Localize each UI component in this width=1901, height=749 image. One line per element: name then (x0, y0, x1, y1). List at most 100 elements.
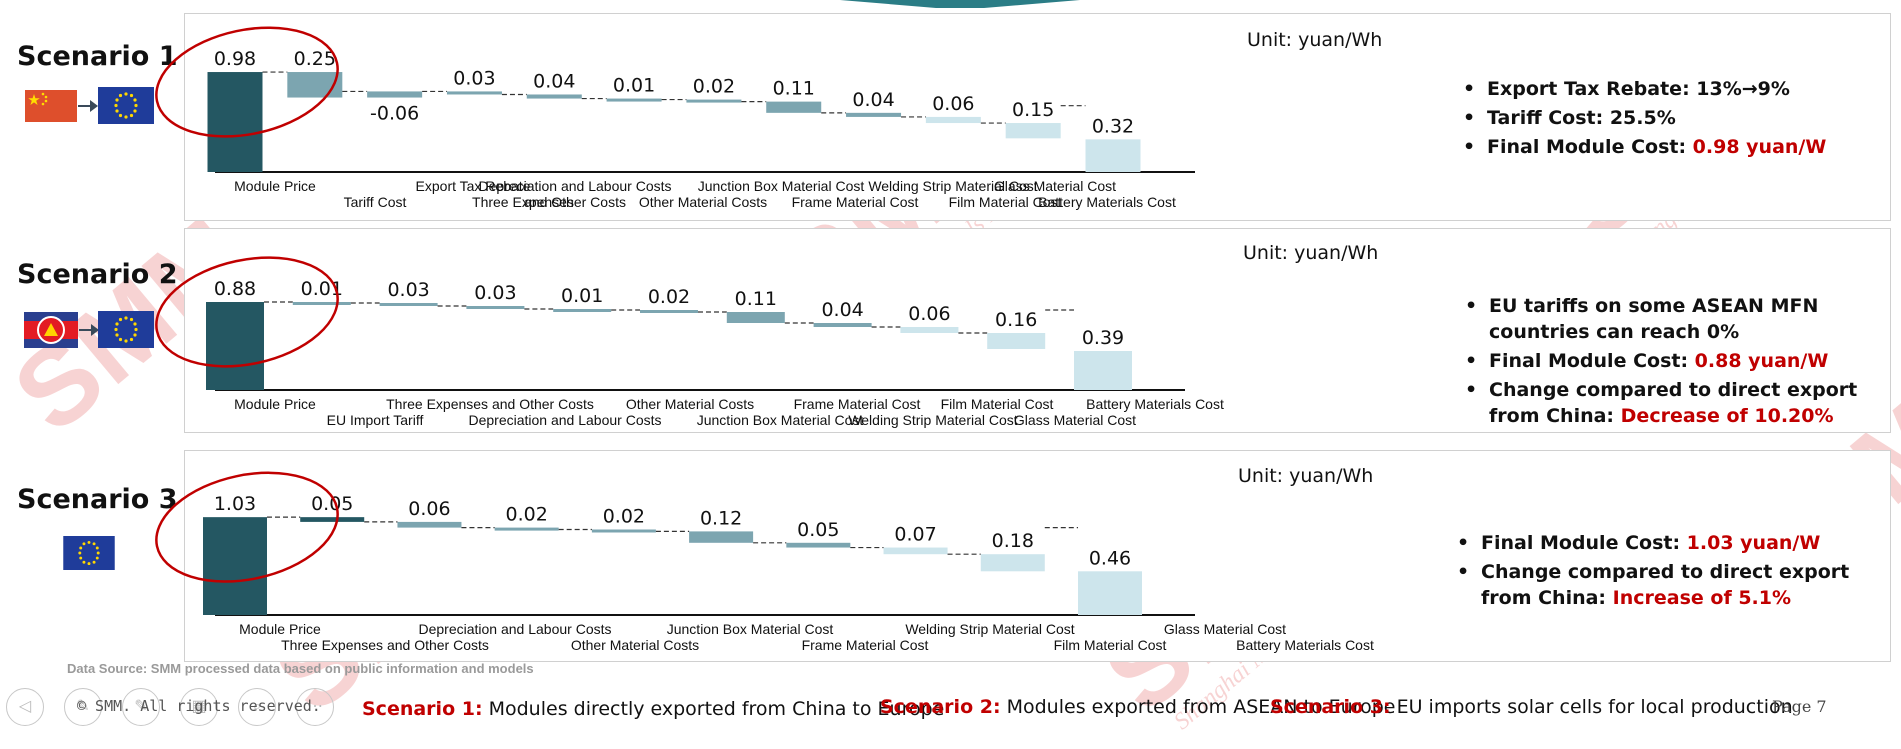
tick-label: Frame Material Cost (792, 194, 919, 210)
bar-11 (1005, 123, 1061, 139)
tick-label: Module Price (234, 178, 316, 194)
bar-10 (987, 333, 1046, 349)
note-item: Final Module Cost: 0.88 yuan/W (1463, 348, 1883, 374)
arrow-icon (78, 100, 98, 112)
eu-flag-icon (63, 536, 115, 570)
arrow-icon (79, 324, 99, 336)
data-label: -0.06 (370, 103, 419, 125)
bar-3 (367, 91, 423, 98)
eu-flag-icon (98, 87, 154, 124)
bar-10 (1078, 571, 1142, 615)
data-label: 0.05 (797, 519, 839, 541)
note-item: Final Module Cost: 1.03 yuan/W (1455, 530, 1875, 556)
bar-5 (553, 309, 612, 312)
unit-label: Unit: yuan/Wh (1243, 242, 1379, 264)
highlighter-icon[interactable]: ✎ (122, 688, 160, 726)
bar-3 (397, 521, 462, 528)
bar-8 (813, 323, 872, 327)
pen-icon[interactable]: ✎ (64, 688, 102, 726)
data-label: 0.01 (561, 285, 603, 307)
tick-label: Welding Strip Material Cost (848, 412, 1017, 428)
data-label: 0.98 (214, 48, 256, 70)
footer-scenario-1: Scenario 1: Modules directly exported fr… (362, 698, 945, 720)
data-label: 0.07 (894, 524, 936, 546)
scenario-3-panel: 1.03 0.05 0.06 0.02 0.02 0.12 0.05 0.07 0.18 0.46… (155, 450, 1891, 662)
bar-2 (300, 517, 365, 522)
data-label: 0.88 (214, 278, 256, 300)
tick-label: Frame Material Cost (794, 396, 921, 412)
data-label: 0.39 (1082, 327, 1124, 349)
note-item: EU tariffs on some ASEAN MFN countries c… (1463, 293, 1883, 345)
unit-label: Unit: yuan/Wh (1238, 465, 1374, 487)
footer-scenario-3: Scenario 3: EU imports solar cells for l… (1270, 696, 1793, 718)
china-flag-icon (25, 90, 77, 122)
data-label: 0.11 (773, 78, 815, 100)
data-label: 0.03 (453, 67, 495, 89)
data-label: 0.15 (1012, 99, 1054, 121)
bar-10 (925, 116, 981, 124)
bar-5 (591, 529, 656, 533)
tick-label: Battery Materials Cost (1236, 637, 1374, 653)
page-number: Page 7 (1772, 697, 1827, 716)
tick-label: Glass Material Cost (994, 178, 1116, 194)
bar-4 (446, 91, 502, 95)
bar-1 (203, 517, 267, 615)
tick-label: Glass Material Cost (1164, 621, 1286, 637)
tick-label: Welding Strip Material Cost (868, 178, 1037, 194)
unit-label: Unit: yuan/Wh (1247, 29, 1383, 51)
tick-label: Module Price (239, 621, 321, 637)
note-item: Final Module Cost: 0.98 yuan/W (1461, 134, 1881, 160)
note-item: Export Tax Rebate: 13%→9% (1461, 76, 1881, 102)
prev-slide-icon[interactable]: ◁ (6, 688, 44, 726)
tick-label: Tariff Cost (344, 194, 407, 210)
scenario-2-notes: EU tariffs on some ASEAN MFN countries c… (1463, 293, 1883, 432)
bar-3 (379, 303, 438, 306)
data-label: 0.16 (995, 309, 1037, 331)
bar-6 (689, 531, 754, 543)
data-label: 0.25 (294, 48, 336, 70)
data-label: 0.18 (992, 530, 1034, 552)
tick-label: Three Expenses and Other Costs (386, 396, 594, 412)
bar-2 (292, 302, 351, 305)
bar-9 (900, 327, 959, 333)
bar-1 (206, 302, 264, 390)
note-item: Change compared to direct export from Ch… (1455, 559, 1875, 611)
tick-label: Depreciation and Labour Costs (478, 178, 671, 194)
data-label: 0.06 (408, 498, 450, 520)
bar-6 (640, 310, 698, 313)
zoom-icon[interactable]: ⌕ (238, 688, 276, 726)
data-label: 0.02 (506, 504, 548, 526)
scenario-1-waterfall-chart: 0.98 0.25 -0.06 0.03 0.04 0.01 0.02 0.11 0.04 0.0… (155, 26, 1195, 210)
tick-label: Glass Material Cost (1014, 412, 1136, 428)
copyright-text: © SMM. All rights reserved. (77, 697, 321, 715)
asean-flag-icon (24, 312, 78, 348)
tick-label: Junction Box Material Cost (698, 178, 865, 194)
scenario-2-panel: 0.88 0.01 0.03 0.03 0.01 0.02 0.11 0.04 0.06 0.16… (155, 228, 1891, 433)
bar-9 (846, 112, 902, 117)
highlight-circle (155, 471, 339, 583)
more-options-icon[interactable]: ⋯ (296, 688, 334, 726)
grid-icon[interactable]: ▦ (180, 688, 218, 726)
highlight-circle (155, 26, 339, 138)
bar-1 (207, 72, 263, 172)
scenario-1-notes: Export Tax Rebate: 13%→9% Tariff Cost: 2… (1461, 76, 1881, 163)
note-item: Change compared to direct export from Ch… (1463, 377, 1883, 429)
data-label: 0.46 (1089, 547, 1131, 569)
data-label: 0.01 (613, 75, 655, 97)
tick-label: Battery Materials Cost (1038, 194, 1176, 210)
tick-label: Module Price (234, 396, 316, 412)
tick-label: and Other Costs (524, 194, 626, 210)
data-label: 0.11 (735, 288, 777, 310)
bar-6 (606, 98, 662, 102)
tick-label: Three Expenses and Other Costs (281, 637, 489, 653)
tick-label: Frame Material Cost (802, 637, 929, 653)
tick-label: Film Material Cost (1054, 637, 1167, 653)
scenario-3-title: Scenario 3 3) (17, 483, 207, 515)
data-label: 0.05 (311, 493, 353, 515)
tick-label: Export Tax Rebate (416, 178, 531, 194)
data-label: 0.06 (908, 303, 950, 325)
scenario-3-waterfall-chart: 1.03 0.05 0.06 0.02 0.02 0.12 0.05 0.07 0.18 0.46… (155, 471, 1374, 653)
highlight-circle (155, 256, 339, 368)
bar-5 (526, 94, 582, 99)
bar-9 (980, 554, 1045, 572)
